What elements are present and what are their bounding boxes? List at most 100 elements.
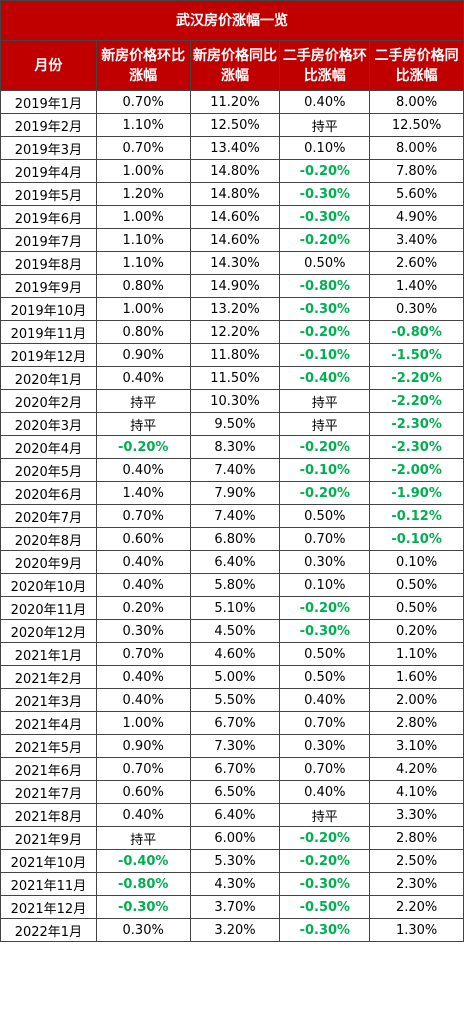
new-mom-cell: -0.40% bbox=[96, 850, 191, 873]
header-new-yoy: 新房价格同比涨幅 bbox=[190, 41, 281, 91]
second-yoy-cell: 1.40% bbox=[370, 275, 464, 298]
new-mom-cell: 0.90% bbox=[96, 344, 191, 367]
header-row: 月份 新房价格环比涨幅 新房价格同比涨幅 二手房价格环比涨幅 二手房价格同比涨幅 bbox=[0, 41, 464, 91]
table-row: 2020年9月 0.40% 6.40% 0.30% 0.10% bbox=[0, 551, 464, 574]
new-mom-cell: 1.00% bbox=[96, 206, 191, 229]
table-row: 2020年2月 持平 10.30% 持平 -2.20% bbox=[0, 390, 464, 413]
month-cell: 2020年4月 bbox=[1, 436, 97, 459]
second-yoy-cell: -0.10% bbox=[370, 528, 464, 551]
second-yoy-cell: 1.60% bbox=[370, 666, 464, 689]
table-row: 2021年4月 1.00% 6.70% 0.70% 2.80% bbox=[0, 712, 464, 735]
new-yoy-cell: 10.30% bbox=[190, 390, 281, 413]
table-row: 2021年7月 0.60% 6.50% 0.40% 4.10% bbox=[0, 781, 464, 804]
second-yoy-cell: -2.20% bbox=[370, 390, 464, 413]
second-mom-cell: -0.30% bbox=[280, 873, 371, 896]
table-row: 2019年12月 0.90% 11.80% -0.10% -1.50% bbox=[0, 344, 464, 367]
month-cell: 2021年7月 bbox=[1, 781, 97, 804]
table-row: 2020年4月 -0.20% 8.30% -0.20% -2.30% bbox=[0, 436, 464, 459]
table-row: 2019年8月 1.10% 14.30% 0.50% 2.60% bbox=[0, 252, 464, 275]
second-yoy-cell: -0.80% bbox=[370, 321, 464, 344]
month-cell: 2021年2月 bbox=[1, 666, 97, 689]
second-yoy-cell: -0.12% bbox=[370, 505, 464, 528]
second-yoy-cell: 2.50% bbox=[370, 850, 464, 873]
header-month: 月份 bbox=[1, 41, 97, 91]
new-mom-cell: 0.70% bbox=[96, 91, 191, 114]
table-row: 2019年9月 0.80% 14.90% -0.80% 1.40% bbox=[0, 275, 464, 298]
new-mom-cell: 0.60% bbox=[96, 781, 191, 804]
second-yoy-cell: -2.30% bbox=[370, 436, 464, 459]
month-cell: 2021年8月 bbox=[1, 804, 97, 827]
second-mom-cell: 持平 bbox=[280, 390, 371, 413]
second-yoy-cell: 2.20% bbox=[370, 896, 464, 919]
new-yoy-cell: 14.80% bbox=[190, 183, 281, 206]
second-yoy-cell: 2.80% bbox=[370, 827, 464, 850]
new-yoy-cell: 14.90% bbox=[190, 275, 281, 298]
month-cell: 2019年1月 bbox=[1, 91, 97, 114]
table-row: 2019年4月 1.00% 14.80% -0.20% 7.80% bbox=[0, 160, 464, 183]
new-mom-cell: 0.40% bbox=[96, 666, 191, 689]
new-mom-cell: 0.40% bbox=[96, 804, 191, 827]
new-mom-cell: 0.30% bbox=[96, 919, 191, 942]
new-mom-cell: 0.40% bbox=[96, 689, 191, 712]
new-yoy-cell: 6.00% bbox=[190, 827, 281, 850]
table-row: 2021年11月 -0.80% 4.30% -0.30% 2.30% bbox=[0, 873, 464, 896]
month-cell: 2019年3月 bbox=[1, 137, 97, 160]
table-row: 2021年3月 0.40% 5.50% 0.40% 2.00% bbox=[0, 689, 464, 712]
second-yoy-cell: 0.30% bbox=[370, 298, 464, 321]
new-yoy-cell: 8.30% bbox=[190, 436, 281, 459]
second-yoy-cell: -2.20% bbox=[370, 367, 464, 390]
second-mom-cell: -0.50% bbox=[280, 896, 371, 919]
new-yoy-cell: 3.20% bbox=[190, 919, 281, 942]
new-yoy-cell: 5.30% bbox=[190, 850, 281, 873]
month-cell: 2019年12月 bbox=[1, 344, 97, 367]
second-yoy-cell: 1.30% bbox=[370, 919, 464, 942]
new-yoy-cell: 14.60% bbox=[190, 229, 281, 252]
second-yoy-cell: 4.20% bbox=[370, 758, 464, 781]
table-row: 2020年12月 0.30% 4.50% -0.30% 0.20% bbox=[0, 620, 464, 643]
new-yoy-cell: 7.30% bbox=[190, 735, 281, 758]
second-mom-cell: -0.20% bbox=[280, 597, 371, 620]
second-mom-cell: 持平 bbox=[280, 114, 371, 137]
new-yoy-cell: 5.10% bbox=[190, 597, 281, 620]
table-row: 2019年5月 1.20% 14.80% -0.30% 5.60% bbox=[0, 183, 464, 206]
new-mom-cell: 0.40% bbox=[96, 367, 191, 390]
new-yoy-cell: 6.40% bbox=[190, 551, 281, 574]
new-mom-cell: 0.40% bbox=[96, 551, 191, 574]
month-cell: 2021年9月 bbox=[1, 827, 97, 850]
second-mom-cell: -0.20% bbox=[280, 160, 371, 183]
second-mom-cell: 0.50% bbox=[280, 666, 371, 689]
month-cell: 2020年10月 bbox=[1, 574, 97, 597]
second-mom-cell: -0.30% bbox=[280, 919, 371, 942]
month-cell: 2019年9月 bbox=[1, 275, 97, 298]
second-yoy-cell: 2.30% bbox=[370, 873, 464, 896]
month-cell: 2019年10月 bbox=[1, 298, 97, 321]
table-row: 2020年10月 0.40% 5.80% 0.10% 0.50% bbox=[0, 574, 464, 597]
second-yoy-cell: 8.00% bbox=[370, 91, 464, 114]
month-cell: 2019年11月 bbox=[1, 321, 97, 344]
second-mom-cell: 0.70% bbox=[280, 758, 371, 781]
new-yoy-cell: 7.40% bbox=[190, 505, 281, 528]
month-cell: 2021年10月 bbox=[1, 850, 97, 873]
month-cell: 2019年4月 bbox=[1, 160, 97, 183]
table-row: 2020年8月 0.60% 6.80% 0.70% -0.10% bbox=[0, 528, 464, 551]
table-row: 2021年2月 0.40% 5.00% 0.50% 1.60% bbox=[0, 666, 464, 689]
second-mom-cell: -0.20% bbox=[280, 850, 371, 873]
header-second-yoy: 二手房价格同比涨幅 bbox=[370, 41, 464, 91]
second-mom-cell: 持平 bbox=[280, 413, 371, 436]
second-mom-cell: -0.30% bbox=[280, 183, 371, 206]
new-yoy-cell: 11.50% bbox=[190, 367, 281, 390]
table-row: 2020年11月 0.20% 5.10% -0.20% 0.50% bbox=[0, 597, 464, 620]
new-yoy-cell: 5.00% bbox=[190, 666, 281, 689]
new-yoy-cell: 4.50% bbox=[190, 620, 281, 643]
month-cell: 2019年8月 bbox=[1, 252, 97, 275]
month-cell: 2019年6月 bbox=[1, 206, 97, 229]
new-yoy-cell: 6.40% bbox=[190, 804, 281, 827]
second-mom-cell: -0.80% bbox=[280, 275, 371, 298]
table-row: 2021年12月 -0.30% 3.70% -0.50% 2.20% bbox=[0, 896, 464, 919]
second-yoy-cell: 3.10% bbox=[370, 735, 464, 758]
month-cell: 2022年1月 bbox=[1, 919, 97, 942]
table-row: 2021年6月 0.70% 6.70% 0.70% 4.20% bbox=[0, 758, 464, 781]
second-yoy-cell: 0.20% bbox=[370, 620, 464, 643]
new-mom-cell: 1.10% bbox=[96, 252, 191, 275]
second-mom-cell: -0.20% bbox=[280, 436, 371, 459]
